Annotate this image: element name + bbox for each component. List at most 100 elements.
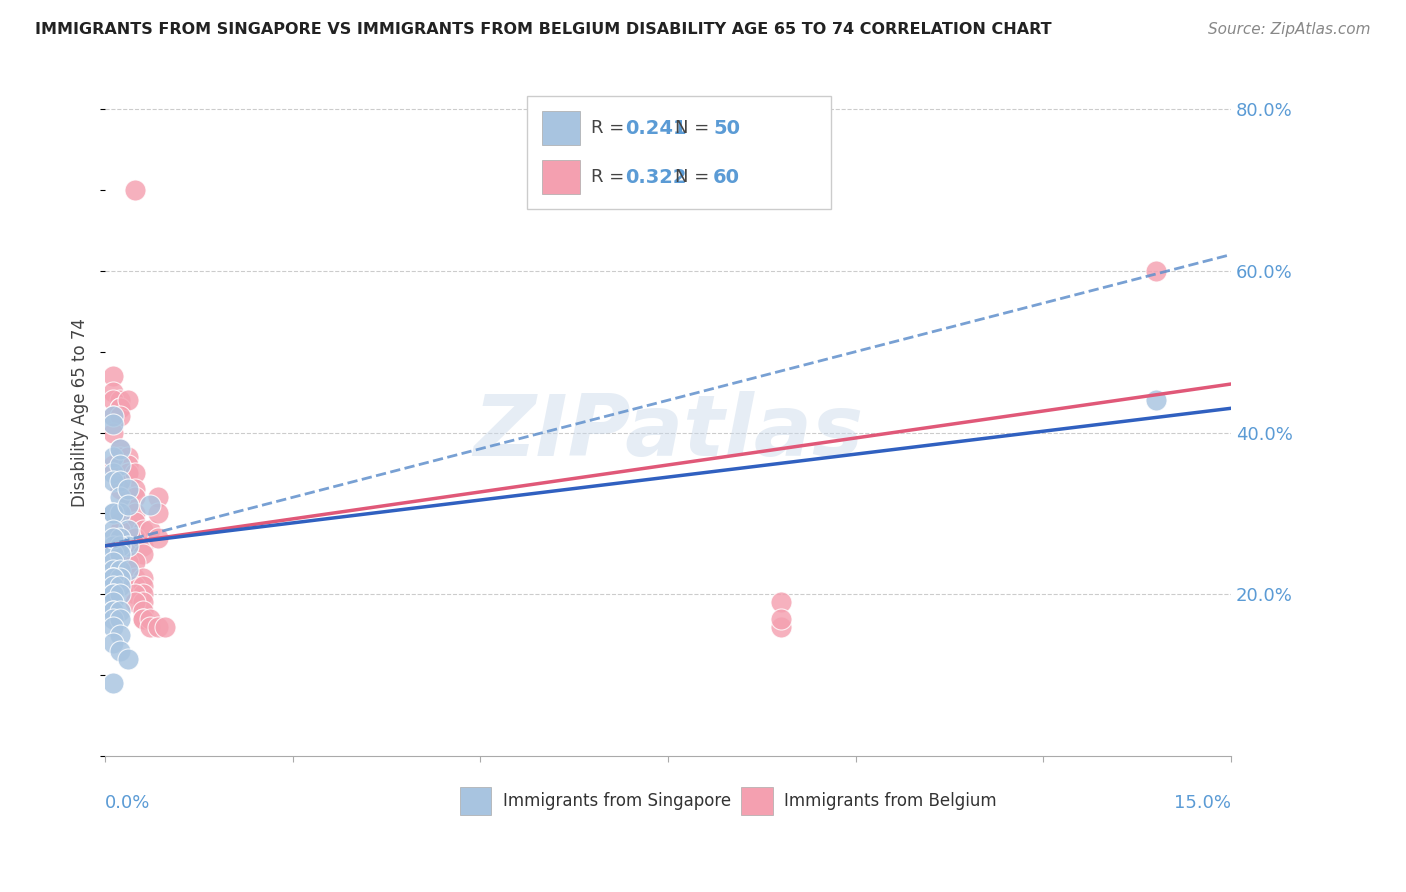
- Point: [101, 547, 124, 561]
- Y-axis label: Disability Age 65 to 74: Disability Age 65 to 74: [72, 318, 89, 507]
- Point: [110, 507, 132, 521]
- FancyBboxPatch shape: [527, 96, 831, 210]
- Point: [101, 385, 124, 400]
- Point: [132, 539, 155, 553]
- Point: [769, 620, 792, 634]
- Point: [101, 466, 124, 480]
- Point: [146, 507, 169, 521]
- Point: [124, 587, 146, 601]
- Point: [110, 393, 132, 408]
- Point: [132, 612, 155, 626]
- Point: [110, 603, 132, 617]
- Point: [117, 652, 139, 666]
- Point: [101, 450, 124, 464]
- Point: [110, 628, 132, 642]
- Text: 0.0%: 0.0%: [105, 794, 150, 812]
- Point: [110, 442, 132, 456]
- Point: [132, 571, 155, 585]
- Point: [117, 555, 139, 569]
- Point: [110, 547, 132, 561]
- Point: [101, 603, 124, 617]
- Point: [110, 579, 132, 593]
- Point: [124, 466, 146, 480]
- Point: [110, 515, 132, 529]
- Point: [110, 401, 132, 416]
- Point: [110, 563, 132, 577]
- Point: [101, 409, 124, 424]
- Point: [117, 499, 139, 513]
- Point: [132, 595, 155, 609]
- Text: Immigrants from Singapore: Immigrants from Singapore: [502, 792, 731, 810]
- Point: [110, 571, 132, 585]
- Point: [769, 612, 792, 626]
- Point: [117, 458, 139, 472]
- Point: [101, 507, 124, 521]
- Point: [139, 499, 162, 513]
- Point: [124, 531, 146, 545]
- Point: [101, 458, 124, 472]
- Point: [124, 183, 146, 197]
- Point: [110, 409, 132, 424]
- Point: [101, 571, 124, 585]
- Text: N =: N =: [675, 169, 714, 186]
- Point: [124, 531, 146, 545]
- Point: [101, 555, 124, 569]
- Point: [117, 466, 139, 480]
- Point: [110, 539, 132, 553]
- Point: [117, 539, 139, 553]
- Point: [110, 531, 132, 545]
- Point: [1144, 264, 1167, 278]
- Point: [1144, 393, 1167, 408]
- Point: [132, 547, 155, 561]
- Text: IMMIGRANTS FROM SINGAPORE VS IMMIGRANTS FROM BELGIUM DISABILITY AGE 65 TO 74 COR: IMMIGRANTS FROM SINGAPORE VS IMMIGRANTS …: [35, 22, 1052, 37]
- Point: [132, 587, 155, 601]
- Point: [101, 636, 124, 650]
- Point: [101, 417, 124, 432]
- Bar: [541, 112, 579, 145]
- Point: [110, 450, 132, 464]
- Point: [117, 523, 139, 537]
- Point: [117, 393, 139, 408]
- Text: Source: ZipAtlas.com: Source: ZipAtlas.com: [1208, 22, 1371, 37]
- Point: [101, 603, 124, 617]
- Point: [101, 571, 124, 585]
- Text: N =: N =: [675, 120, 714, 137]
- Point: [110, 523, 132, 537]
- Point: [101, 368, 124, 383]
- Point: [101, 620, 124, 634]
- Point: [146, 531, 169, 545]
- Point: [101, 531, 124, 545]
- Text: 60: 60: [713, 168, 740, 186]
- Point: [124, 515, 146, 529]
- Point: [101, 587, 124, 601]
- Point: [101, 507, 124, 521]
- Point: [110, 547, 132, 561]
- Point: [101, 595, 124, 609]
- Point: [132, 603, 155, 617]
- Point: [110, 482, 132, 496]
- Point: [101, 474, 124, 488]
- Point: [101, 425, 124, 440]
- Point: [117, 547, 139, 561]
- Point: [101, 587, 124, 601]
- Point: [124, 571, 146, 585]
- Point: [124, 579, 146, 593]
- Point: [139, 620, 162, 634]
- Point: [155, 620, 177, 634]
- Point: [101, 676, 124, 690]
- Point: [101, 539, 124, 553]
- Point: [132, 612, 155, 626]
- Point: [146, 491, 169, 505]
- Text: 0.241: 0.241: [626, 119, 686, 137]
- Point: [124, 595, 146, 609]
- Point: [110, 644, 132, 658]
- Text: 15.0%: 15.0%: [1174, 794, 1230, 812]
- Point: [101, 612, 124, 626]
- Text: R =: R =: [592, 120, 630, 137]
- Point: [139, 612, 162, 626]
- Point: [139, 523, 162, 537]
- Point: [110, 491, 132, 505]
- Point: [117, 499, 139, 513]
- Point: [110, 458, 132, 472]
- Text: Immigrants from Belgium: Immigrants from Belgium: [785, 792, 997, 810]
